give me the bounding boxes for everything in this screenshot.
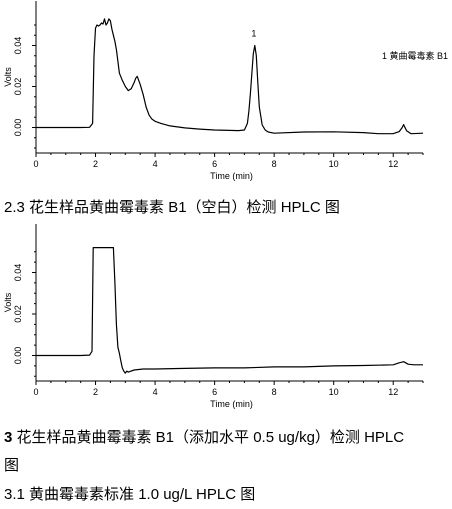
y-tick-label: 0.04 — [13, 37, 23, 55]
y-axis-title: Volts — [3, 292, 13, 312]
y-tick-label: 0.00 — [13, 119, 23, 137]
legend-entry: 1 黄曲霉毒素 B1 — [382, 50, 448, 61]
y-tick-label: 0.04 — [13, 264, 23, 282]
caption-spiked-number: 3 — [4, 429, 13, 446]
x-tick-label: 8 — [272, 387, 277, 397]
trace-line-0 — [36, 247, 423, 374]
y-axis-title: Volts — [3, 67, 13, 87]
caption-spiked-sample: 3 花生样品黄曲霉毒素 B1（添加水平 0.5 ug/kg）检测 HPLC — [4, 428, 404, 448]
y-tick-label: 0.00 — [13, 347, 23, 365]
x-axis-title: Time (min) — [210, 399, 253, 409]
x-tick-label: 12 — [388, 159, 398, 169]
x-tick-label: 0 — [33, 387, 38, 397]
x-tick-label: 6 — [212, 387, 217, 397]
caption-spiked-wrap: 图 — [4, 457, 20, 474]
trace-line-0 — [36, 18, 424, 135]
caption-standard: 3.1 黄曲霉毒素标准 1.0 ug/L HPLC 图 — [4, 486, 256, 503]
x-tick-label: 10 — [329, 159, 339, 169]
x-tick-label: 12 — [388, 387, 398, 397]
x-tick-label: 2 — [93, 159, 98, 169]
x-tick-label: 0 — [33, 159, 38, 169]
peak-label: 1 — [251, 28, 256, 38]
x-tick-label: 4 — [153, 387, 158, 397]
x-tick-label: 10 — [329, 387, 339, 397]
x-tick-label: 2 — [93, 387, 98, 397]
x-axis-title: Time (min) — [210, 171, 253, 181]
caption-blank-sample: 2.3 花生样品黄曲霉毒素 B1（空白）检测 HPLC 图 — [4, 199, 340, 216]
chromatogram-chart-1: 0 2 4 6 8 10 12 0.00 0.02 0.04 Time (min) Volts 1 1 黄… — [3, 1, 448, 181]
y-tick-label: 0.02 — [13, 78, 23, 96]
caption-spiked-text: 花生样品黄曲霉毒素 B1（添加水平 0.5 ug/kg）检测 HPLC — [12, 429, 405, 446]
x-tick-label: 8 — [272, 159, 277, 169]
y-tick-label: 0.02 — [13, 305, 23, 323]
x-tick-label: 6 — [212, 159, 217, 169]
x-tick-label: 4 — [153, 159, 158, 169]
chromatogram-chart-2: 0 2 4 6 8 10 12 0.00 0.02 0.04 Time (min) Volts — [3, 224, 424, 409]
